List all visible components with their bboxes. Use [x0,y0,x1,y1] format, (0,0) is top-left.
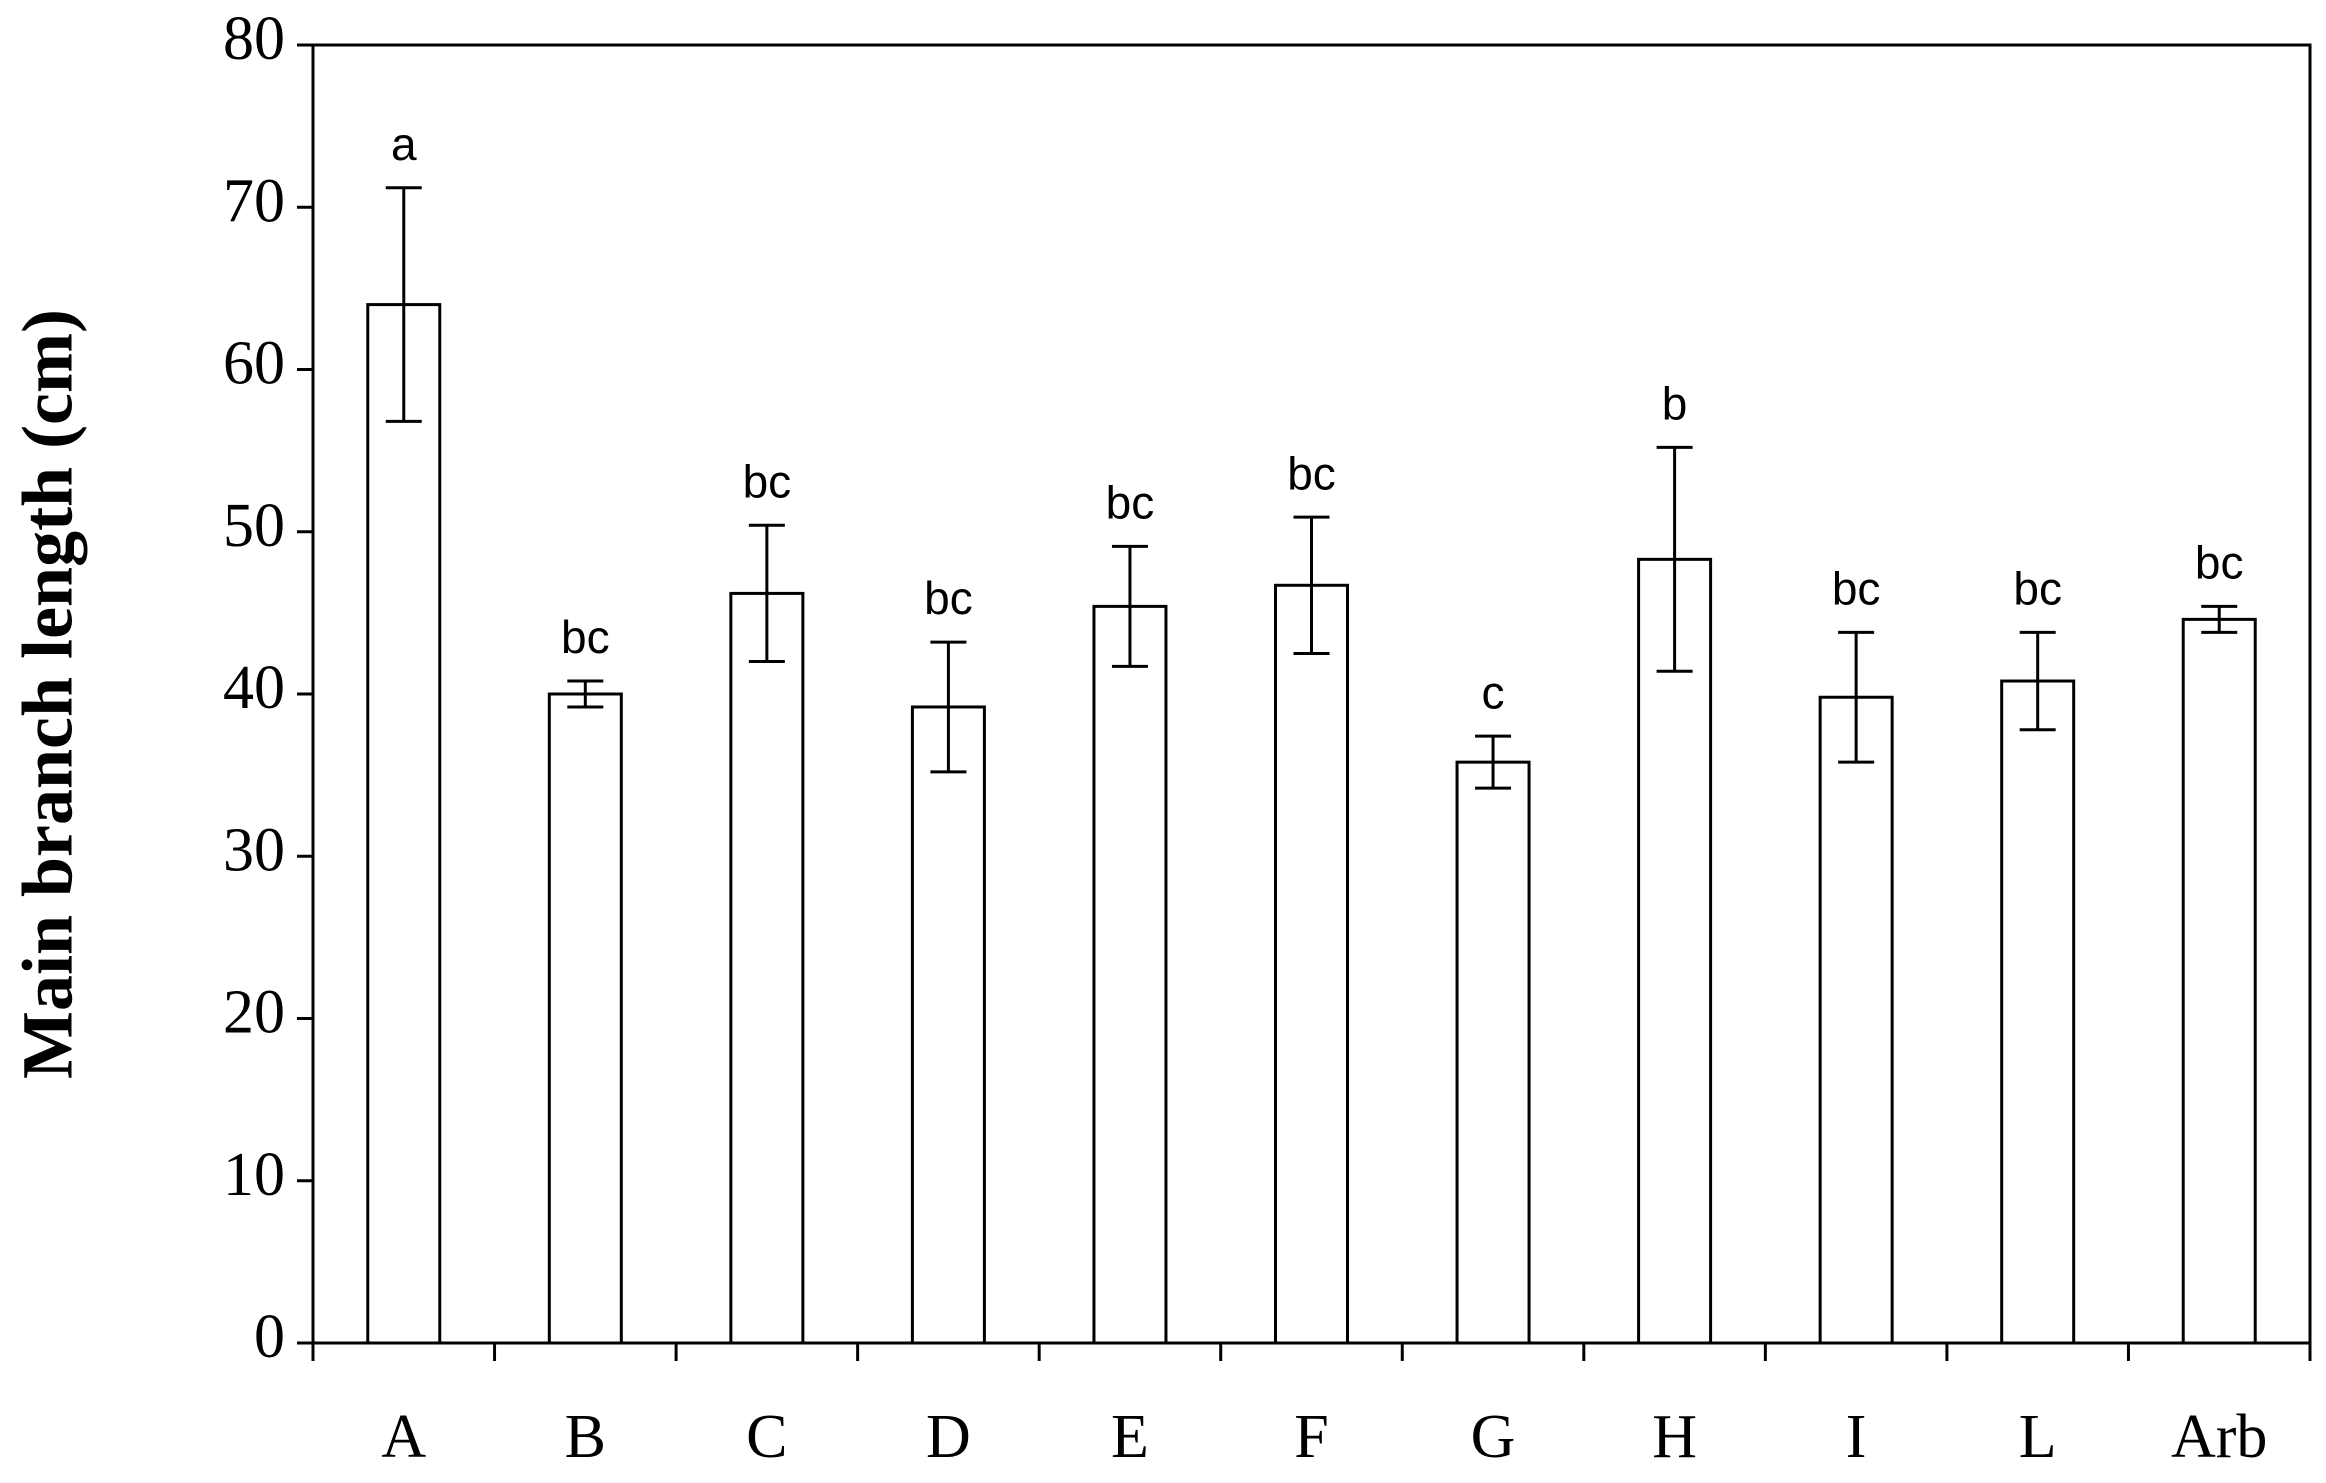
error-bar [1293,515,1330,655]
y-tick-label: 80 [223,5,285,73]
y-tick-label: 60 [223,330,285,398]
significance-letter: c [1482,666,1505,718]
error-bar [2019,630,2056,732]
bar [366,303,442,1345]
x-tick-label: F [1294,1403,1328,1471]
x-tick-label: B [565,1403,606,1471]
y-tick-label: 40 [223,654,285,722]
x-tick-label: H [1652,1403,1697,1471]
x-tick-label: I [1846,1403,1867,1471]
y-tick-label: 20 [223,979,285,1047]
y-tick-label: 70 [223,167,285,235]
y-axis-label: Main branch length (cm) [8,309,88,1079]
significance-letter: b [1662,378,1688,430]
significance-letter: bc [2013,563,2062,615]
significance-letter: bc [2195,537,2244,589]
significance-letter: a [391,118,417,170]
error-bar [385,186,422,423]
y-tick-label: 0 [254,1303,285,1371]
significance-letter: bc [561,611,610,663]
bar [547,692,623,1345]
error-bar [1838,630,1875,764]
y-tick-label: 50 [223,492,285,560]
significance-letter: bc [1106,477,1155,529]
bar [910,705,986,1345]
x-tick-label: A [381,1403,426,1471]
y-tick-label: 10 [223,1141,285,1209]
x-tick-label: C [746,1403,787,1471]
y-tick-label: 30 [223,816,285,884]
x-tick-label: L [2019,1403,2057,1471]
error-bar [2201,604,2238,634]
significance-letter: bc [743,455,792,507]
bar [1818,695,1894,1345]
error-bar [1475,734,1512,790]
bar [1637,557,1713,1345]
bar [729,591,805,1345]
bar [2181,617,2257,1345]
significance-letter: bc [924,572,973,624]
error-bar [930,640,967,774]
x-tick-label: G [1471,1403,1516,1471]
error-bar [748,523,785,664]
bar [1274,583,1349,1345]
significance-letter: bc [1287,447,1336,499]
bar [2000,679,2076,1345]
error-bar [1656,445,1693,673]
error-bar [1111,544,1148,668]
significance-letter: bc [1832,563,1881,615]
x-tick-label: E [1111,1403,1149,1471]
x-tick-label: D [926,1403,971,1471]
bar [1455,760,1531,1345]
x-tick-label: Arb [2171,1403,2267,1471]
error-bar [567,679,604,709]
bar [1092,604,1168,1345]
